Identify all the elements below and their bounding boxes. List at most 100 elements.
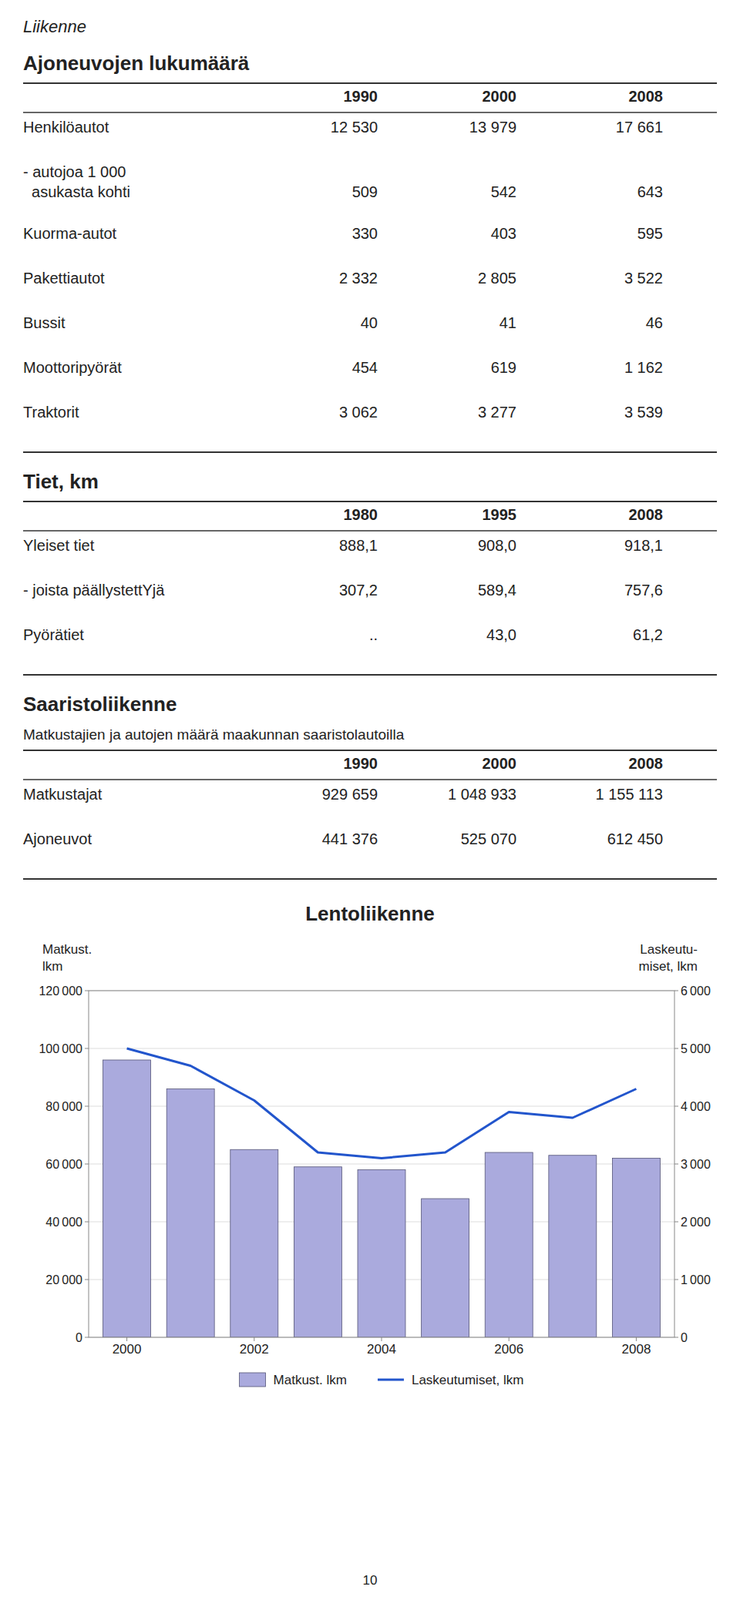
x-tick	[381, 1338, 383, 1343]
y-axis-label: Matkust.	[42, 942, 92, 958]
cell-value: 41	[499, 314, 517, 332]
legend: Matkust. lkmLaskeutumiset, lkm	[239, 1373, 525, 1389]
y2-tick	[674, 1338, 679, 1339]
cell-value: 595	[637, 225, 663, 243]
cell-value: 12 530	[330, 118, 378, 136]
y2-tick	[674, 1106, 679, 1108]
row-label: - joista päällystettYjä	[23, 581, 165, 599]
x-tick-label: 2004	[366, 1342, 397, 1358]
cell-value: 1 162	[624, 359, 663, 377]
cell-value: 403	[491, 225, 517, 243]
bar	[484, 1153, 533, 1339]
cell-value: 908,0	[477, 537, 517, 555]
bar	[230, 1150, 279, 1339]
cell-value: 43,0	[486, 626, 517, 644]
cell-value: 2 805	[477, 269, 517, 287]
y-tick	[84, 1164, 89, 1166]
column-header: 1995	[482, 506, 518, 524]
x-tick	[126, 1338, 128, 1343]
y-tick	[84, 991, 89, 993]
row-label: Yleiset tiet	[23, 537, 95, 555]
y-tick	[84, 1106, 89, 1108]
cell-value: 330	[352, 225, 378, 243]
x-tick-label: 2006	[494, 1342, 524, 1358]
cell-value: 929 659	[322, 786, 378, 804]
cell-value: 441 376	[322, 830, 378, 848]
bar	[357, 1170, 406, 1339]
row-label: Kuorma-autot	[23, 225, 118, 243]
cell-value: 3 062	[339, 403, 378, 421]
cell-value: 525 070	[460, 830, 517, 848]
x-tick-label: 2002	[239, 1342, 270, 1358]
bar	[103, 1060, 152, 1339]
y2-tick-label: 3 000	[680, 1158, 711, 1172]
cell-value: 3 539	[624, 403, 663, 421]
bar	[293, 1167, 342, 1339]
chart: LentoliikenneMatkust.lkmLaskeutu-miset, …	[38, 902, 710, 1388]
cell-value: 589,4	[477, 581, 517, 599]
page-title: Liikenne	[23, 16, 87, 37]
background	[0, 0, 740, 1600]
axes: 020 00040 00060 00080 000100 000120 0000…	[38, 985, 710, 1359]
y-tick	[84, 1280, 89, 1282]
cell-value: 888,1	[339, 537, 378, 555]
legend-swatch	[239, 1373, 266, 1388]
y-tick-label: 20 000	[45, 1274, 83, 1288]
column-header: 2000	[482, 755, 518, 773]
y-tick-label: 40 000	[45, 1216, 83, 1230]
x-tick-label: 2000	[112, 1342, 142, 1358]
cell-value: 46	[645, 314, 663, 332]
y2-tick	[674, 1222, 679, 1224]
table-subtitle: Matkustajien ja autojen määrä maakunnan …	[23, 726, 405, 744]
plot-frame	[88, 991, 675, 1339]
cell-value: 3 277	[477, 403, 517, 421]
column-header: 2008	[629, 755, 664, 773]
y2-axis-label: Laskeutu-	[639, 942, 698, 958]
table-rule	[23, 501, 717, 503]
row-label: Ajoneuvot	[23, 830, 92, 848]
bar	[548, 1156, 597, 1339]
table-rule	[23, 674, 717, 677]
y-tick	[84, 1338, 89, 1339]
cell-value: 619	[491, 359, 517, 377]
cell-value: 454	[352, 359, 378, 377]
y-tick-label: 120 000	[38, 985, 83, 999]
y2-tick	[674, 991, 679, 993]
x-tick	[635, 1338, 637, 1343]
bar	[612, 1159, 660, 1339]
row-label: - autojoa 1 000	[23, 163, 126, 181]
page: LiikenneAjoneuvojen lukumäärä19902000200…	[0, 0, 740, 1600]
cell-value: 61,2	[632, 626, 663, 644]
table-rule	[23, 779, 717, 781]
y-tick	[84, 1222, 89, 1224]
table-rule	[23, 530, 717, 532]
cell-value: 757,6	[624, 581, 663, 599]
bar	[166, 1089, 215, 1339]
cell-value: ..	[369, 626, 378, 644]
cell-value: 1 048 933	[447, 786, 517, 804]
table-rule	[23, 111, 717, 114]
row-label: Bussit	[23, 314, 66, 332]
cell-value: 1 155 113	[595, 786, 664, 804]
column-header: 1990	[343, 87, 379, 105]
x-tick	[253, 1338, 255, 1343]
y2-tick-label: 5 000	[680, 1042, 711, 1057]
legend-swatch	[377, 1379, 404, 1383]
bar	[421, 1199, 470, 1339]
y2-tick	[674, 1280, 679, 1282]
table-rule	[23, 878, 717, 881]
table: Saaristoliikenne Matkustajien ja autojen …	[23, 692, 717, 880]
cell-value: 13 979	[469, 118, 517, 136]
cell-value: 542	[491, 183, 517, 201]
column-header: 2000	[482, 87, 518, 105]
y2-tick-label: 0	[680, 1332, 688, 1346]
row-label: asukasta kohti	[23, 183, 131, 201]
cell-value: 2 332	[339, 269, 378, 287]
row-label: Traktorit	[23, 403, 80, 421]
y2-tick	[674, 1049, 679, 1050]
table: Tiet, km198019952008Yleiset tiet888,1908…	[23, 470, 717, 676]
page-number: 10	[363, 1574, 378, 1589]
x-tick-label: 2008	[622, 1342, 652, 1358]
table-title: Saaristoliikenne	[23, 692, 177, 717]
grid-line	[88, 1049, 675, 1050]
